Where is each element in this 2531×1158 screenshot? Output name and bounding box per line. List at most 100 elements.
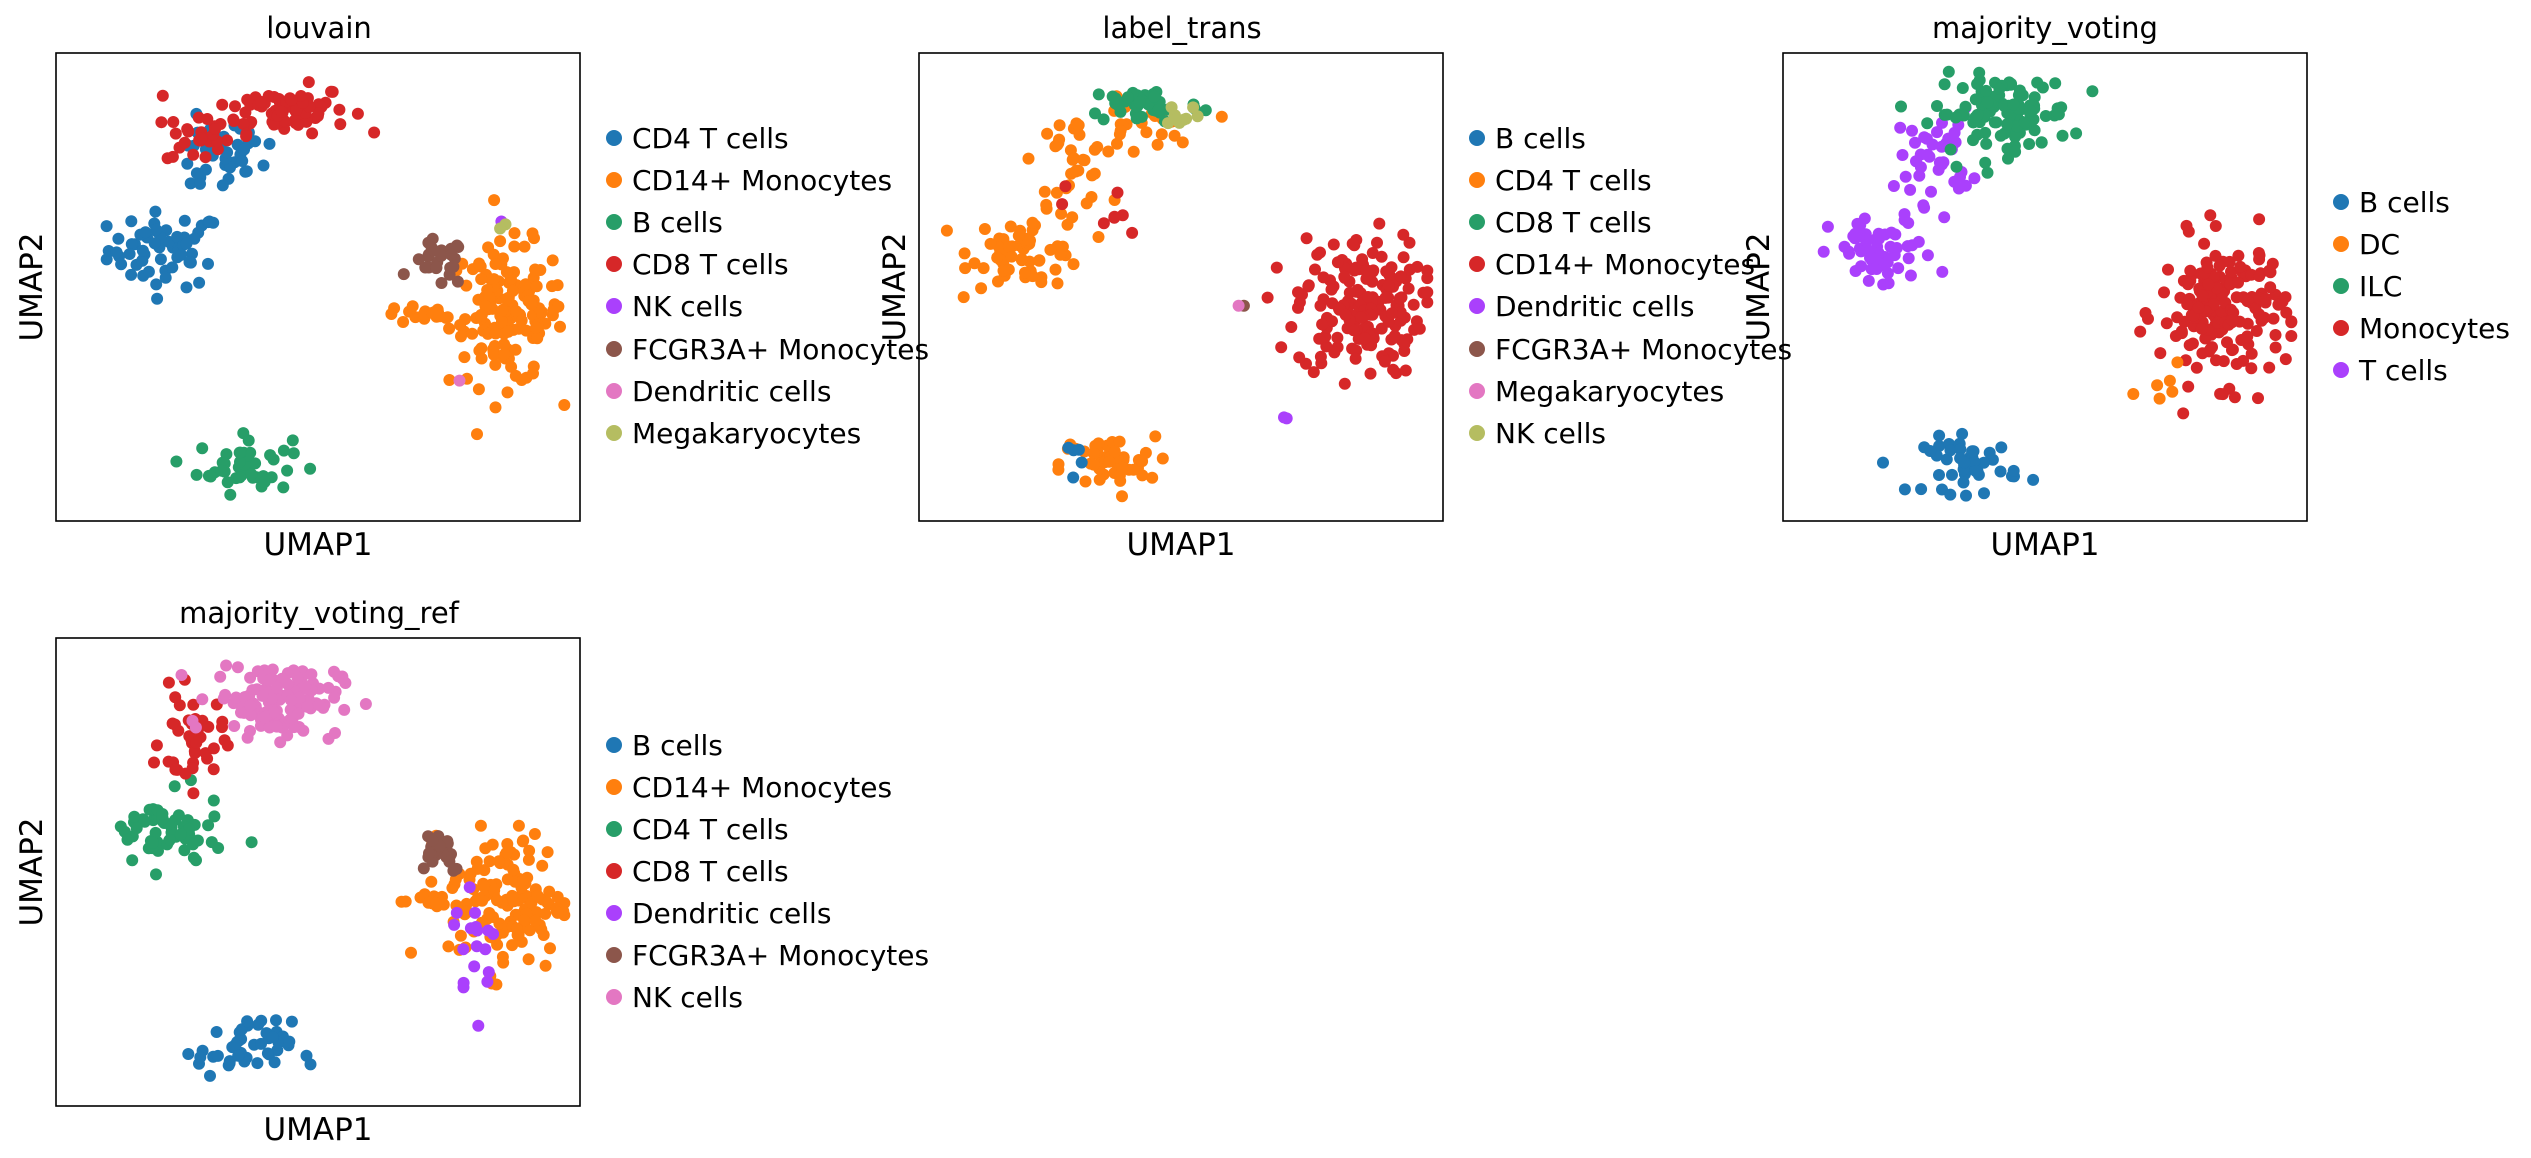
cell-point (211, 1049, 224, 1062)
x-axis-label: UMAP1 (263, 527, 372, 563)
cell-point (1956, 82, 1969, 94)
cell-point (264, 449, 277, 462)
cell-point (397, 268, 410, 281)
cell-point (530, 321, 543, 334)
cell-point (1215, 110, 1228, 123)
cell-point (184, 177, 197, 190)
cell-point (1940, 453, 1953, 466)
cell-point (1881, 267, 1894, 280)
cell-point (1921, 117, 1934, 130)
cell-point (940, 224, 953, 237)
cell-point (215, 464, 228, 477)
cell-point (1944, 444, 1957, 457)
legend-item: CD8 T cells (606, 248, 789, 281)
cell-point (1398, 338, 1411, 351)
cell-point (487, 273, 500, 286)
cell-point (1275, 341, 1288, 354)
cell-point (473, 344, 486, 357)
cell-point (2186, 337, 2199, 350)
legend-label: B cells (2359, 186, 2450, 219)
panel-title: label_trans (1102, 11, 1261, 45)
cell-point (207, 763, 220, 776)
cell-point (1394, 270, 1407, 283)
cell-point (1314, 246, 1326, 259)
cell-point (1849, 227, 1862, 240)
cell-point (1394, 306, 1407, 319)
cell-point (182, 125, 195, 138)
legend-marker (2333, 278, 2349, 294)
cell-point (491, 894, 503, 907)
panel-majority-voting: majority_voting UMAP1 UMAP2 B cells DC I… (1741, 11, 2510, 563)
cell-point (236, 155, 249, 167)
cell-point (292, 118, 305, 131)
legend-item: B cells (1469, 122, 1586, 155)
cell-point (458, 351, 471, 364)
cell-point (1921, 249, 1934, 262)
cell-point (1127, 463, 1140, 476)
cell-point (385, 308, 398, 320)
cell-point (510, 305, 523, 318)
panel-title: louvain (266, 11, 372, 45)
cell-point (472, 1019, 485, 1032)
cell-point (959, 262, 972, 275)
cell-point (487, 348, 500, 361)
x-axis-label: UMAP1 (1126, 527, 1235, 563)
cell-point (1971, 78, 1984, 90)
cell-point (139, 226, 152, 239)
cell-point (537, 929, 550, 941)
cell-point (445, 248, 458, 261)
cell-point (528, 828, 541, 840)
cell-point (258, 711, 271, 724)
legend-label: CD8 T cells (632, 248, 789, 281)
cell-point (2225, 265, 2237, 278)
cell-point (2245, 362, 2258, 375)
cell-point (419, 261, 432, 274)
cell-point (2196, 289, 2209, 302)
cell-point (2086, 85, 2099, 98)
cell-point (518, 914, 531, 927)
cell-point (2151, 379, 2164, 392)
cell-point (229, 1038, 242, 1051)
cell-point (1421, 286, 1434, 299)
cell-point (2267, 312, 2280, 325)
cell-point (202, 257, 214, 270)
legend-marker (2333, 320, 2349, 336)
legend-item: FCGR3A+ Monocytes (606, 939, 929, 972)
cell-point (1302, 279, 1315, 292)
cell-point (1918, 131, 1931, 144)
cell-point (167, 116, 180, 128)
cell-point (498, 338, 511, 351)
cell-point (2127, 388, 2140, 400)
cell-point (1054, 248, 1067, 261)
cell-point (1051, 277, 1064, 290)
legend-marker (606, 130, 622, 146)
cell-point (187, 787, 200, 800)
cell-point (1983, 446, 1996, 459)
cell-point (1035, 276, 1048, 289)
cell-point (338, 703, 351, 716)
cell-point (166, 261, 179, 274)
cell-point (1821, 220, 1834, 233)
cell-point (162, 676, 175, 689)
cell-point (1896, 149, 1909, 161)
cell-point (1407, 298, 1420, 311)
cell-point (2001, 118, 2014, 131)
legend-item: NK cells (606, 290, 743, 323)
cell-point (1933, 429, 1946, 442)
legend-label: NK cells (1495, 417, 1606, 450)
cell-point (2245, 347, 2258, 360)
cell-point (193, 276, 206, 289)
cell-point (2018, 116, 2031, 129)
cell-point (148, 237, 161, 250)
cell-point (506, 284, 519, 297)
cell-point (1921, 148, 1934, 161)
legend-label: ILC (2359, 270, 2402, 303)
cell-point (1087, 447, 1100, 460)
cell-point (1988, 116, 2001, 129)
cell-point (229, 100, 241, 113)
cell-point (359, 698, 372, 710)
cell-point (500, 847, 513, 859)
cell-point (333, 103, 346, 116)
cell-point (285, 694, 297, 707)
cell-point (2237, 354, 2250, 367)
